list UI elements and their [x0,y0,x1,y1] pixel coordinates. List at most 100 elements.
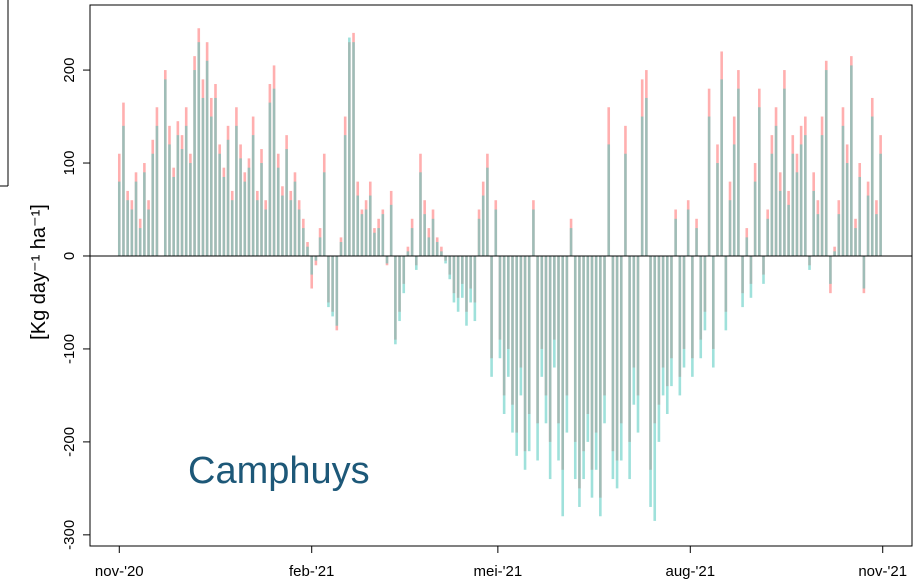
bar [368,195,372,256]
bar [494,209,498,256]
y-tick-label: 200 [61,58,78,83]
bar [866,195,870,256]
bar [607,144,611,256]
bar [686,209,690,256]
bar [561,255,565,517]
bar [778,190,782,256]
bar [331,255,334,317]
bar [155,125,159,256]
bar [243,181,247,256]
bar [281,195,284,256]
y-tick-label: -200 [61,427,78,457]
bar [481,195,485,256]
bar [670,255,673,387]
bar [850,65,853,256]
bar [682,255,686,368]
bar [276,167,280,256]
bar [310,255,314,275]
bar [691,255,694,377]
bar [435,242,439,256]
bar [619,255,623,461]
bar [473,255,477,322]
x-tick-label: aug-'21 [666,563,716,580]
bar [268,102,272,256]
bar [293,181,297,256]
bar [297,209,301,256]
bar [732,144,736,256]
bar [394,255,397,345]
bar [122,125,125,256]
bar [348,37,351,256]
bar [515,255,518,456]
bar [599,255,602,517]
bar [427,237,431,256]
bar [327,255,330,308]
bar [590,255,594,498]
bar [176,135,180,256]
bar [431,218,435,256]
bar [172,176,175,256]
bar [649,255,652,507]
bar [661,255,665,396]
y-tick-label: 100 [61,151,78,176]
bar [511,255,514,433]
bar [335,255,339,326]
bar [377,228,380,256]
bar [582,255,585,480]
bar [569,228,573,256]
bar [302,228,305,256]
bar [201,97,205,256]
bar [812,190,815,256]
annotation: Camphuys [188,450,370,492]
bar [536,255,539,461]
bar [285,149,288,256]
bar [724,255,728,331]
bar [628,255,631,480]
bar [737,88,740,256]
bar [189,163,192,256]
bar [235,125,238,256]
bar [862,255,866,289]
bar [653,255,657,521]
bar [854,228,857,256]
bar [163,79,167,256]
bar [711,255,715,368]
bar [766,218,769,256]
bar [745,237,749,256]
bar [624,153,627,256]
bar [289,200,293,256]
bar [527,255,531,452]
bar [406,251,410,256]
bar [193,70,196,256]
x-tick-label: mei-'21 [474,563,523,580]
bar [783,88,786,256]
bar [870,116,874,256]
bar [573,255,577,480]
y-tick-label: 0 [61,252,78,260]
bar [824,70,828,256]
bar [486,167,489,256]
bar [260,163,263,256]
bar [343,135,347,256]
bar [410,228,414,256]
bar [808,255,811,270]
bar [845,163,849,256]
bar [741,255,744,308]
bar [180,149,184,256]
bar [858,176,862,256]
bar [168,144,171,256]
bar [452,255,456,303]
bar [699,255,703,359]
bar [557,255,560,461]
bar [553,255,556,368]
bar [256,200,259,256]
bar [134,181,138,256]
bar [816,214,820,256]
plot-frame [89,4,913,547]
bar [833,251,836,256]
bar [210,116,213,256]
y-tick-label: -100 [61,334,78,364]
bar [657,255,661,442]
bar [532,209,535,256]
bar [502,255,506,415]
